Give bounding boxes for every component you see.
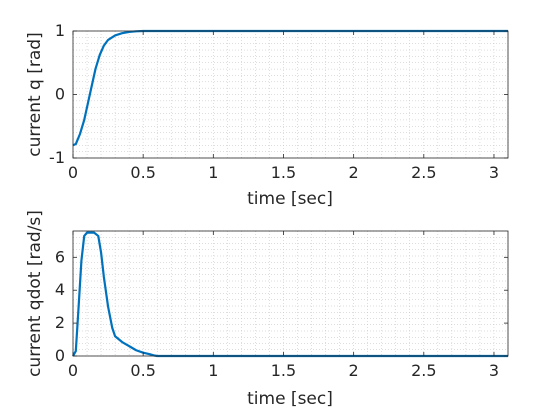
y-axis-label: current q [rad] bbox=[25, 32, 45, 156]
y-tick-label: -1 bbox=[49, 148, 65, 167]
x-tick-label: 1.5 bbox=[271, 163, 296, 182]
y-tick-label: 4 bbox=[55, 280, 65, 299]
subplot-current-qdot: 0 0.5 1 1.5 2 2.5 3 0 2 4 6 time [sec] current qdot … bbox=[25, 210, 509, 409]
x-axis-label: time [sec] bbox=[247, 389, 333, 409]
x-tick-label: 1 bbox=[208, 163, 218, 182]
x-tick-label: 0.5 bbox=[130, 361, 155, 380]
x-tick-label: 0.5 bbox=[130, 163, 155, 182]
x-tick-label: 3 bbox=[489, 163, 499, 182]
x-tick-label: 0 bbox=[68, 163, 78, 182]
x-tick-label: 1 bbox=[208, 361, 218, 380]
x-tick-label: 2.5 bbox=[411, 361, 436, 380]
x-tick-label: 2.5 bbox=[411, 163, 436, 182]
x-tick-label: 1.5 bbox=[271, 361, 296, 380]
grid bbox=[72, 230, 509, 357]
x-tick-label: 3 bbox=[489, 361, 499, 380]
y-tick-label: 1 bbox=[55, 21, 65, 40]
y-tick-label: 2 bbox=[55, 313, 65, 332]
y-tick-label: 6 bbox=[55, 247, 65, 266]
x-tick-label: 2 bbox=[349, 361, 359, 380]
x-axis-label: time [sec] bbox=[247, 189, 333, 209]
y-tick-label: 0 bbox=[55, 85, 65, 104]
x-tick-label: 2 bbox=[349, 163, 359, 182]
series-line-0 bbox=[72, 231, 508, 358]
y-tick-label: 0 bbox=[55, 346, 65, 365]
x-tick-label: 0 bbox=[68, 361, 78, 380]
y-axis-label: current qdot [rad/s] bbox=[25, 210, 45, 377]
axes-box bbox=[72, 230, 509, 357]
